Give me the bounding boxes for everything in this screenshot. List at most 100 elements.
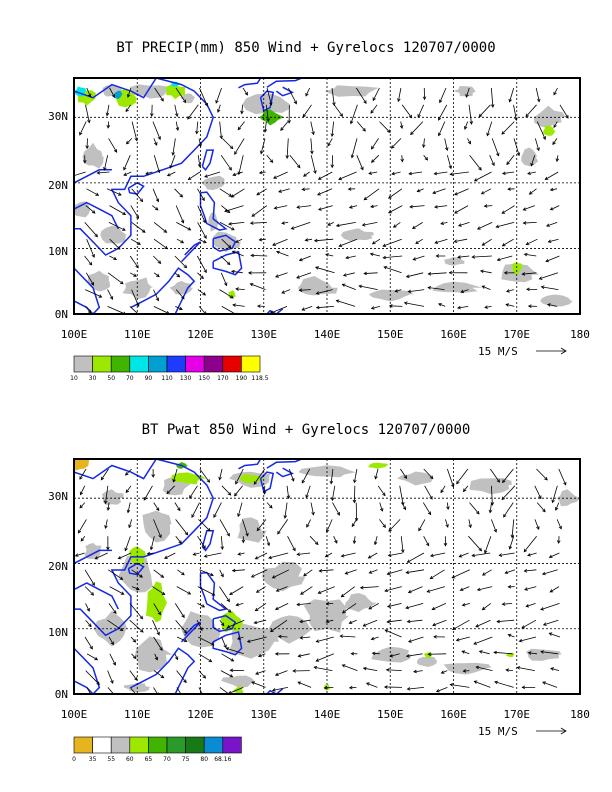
wind-vector bbox=[340, 635, 356, 638]
wind-arrowhead bbox=[125, 472, 129, 476]
wind-vector bbox=[545, 171, 559, 180]
wind-arrowhead bbox=[119, 576, 124, 580]
wind-arrowhead bbox=[156, 631, 160, 636]
lat-label: 0N bbox=[55, 688, 68, 701]
wind-vector bbox=[457, 255, 470, 258]
wind-vector bbox=[129, 619, 144, 633]
wind-vector bbox=[301, 468, 311, 484]
wind-vector bbox=[372, 652, 380, 655]
coastline bbox=[74, 169, 112, 184]
lon-label: 120E bbox=[187, 328, 214, 341]
map-frame bbox=[73, 458, 581, 695]
wind-vector bbox=[220, 670, 233, 678]
wind-vector bbox=[452, 569, 470, 579]
wind-vector bbox=[343, 272, 355, 276]
wind-arrowhead bbox=[451, 483, 455, 488]
wind-vector bbox=[280, 121, 289, 131]
coastline bbox=[238, 78, 262, 89]
colorbar-swatch bbox=[110, 355, 131, 373]
wind-vector bbox=[268, 552, 289, 559]
wind-arrowhead bbox=[218, 476, 222, 481]
wind-vector bbox=[371, 154, 380, 163]
colorbar-swatch bbox=[148, 355, 168, 373]
wind-arrowhead bbox=[104, 525, 108, 530]
coastline bbox=[127, 182, 145, 195]
wind-arrowhead bbox=[335, 223, 340, 228]
wind-vector bbox=[524, 253, 537, 257]
wind-vector bbox=[107, 272, 124, 285]
colorbar-label: 10 bbox=[70, 375, 78, 382]
wind-arrowhead bbox=[303, 572, 307, 577]
wind-vector bbox=[486, 121, 493, 136]
precip-area bbox=[512, 262, 523, 275]
wind-arrowhead bbox=[432, 190, 436, 195]
wind-arrowhead bbox=[406, 619, 411, 624]
wind-arrowhead bbox=[253, 620, 258, 625]
wind-arrowhead bbox=[299, 635, 304, 640]
wind-vector bbox=[108, 603, 117, 614]
wind-vector bbox=[286, 485, 290, 499]
wind-vector bbox=[255, 603, 267, 611]
wind-arrowhead bbox=[203, 235, 207, 239]
wind-arrowhead bbox=[215, 100, 219, 104]
wind-arrowhead bbox=[439, 99, 443, 104]
wind-arrowhead bbox=[123, 311, 126, 314]
wind-arrowhead bbox=[408, 171, 413, 176]
wind-arrowhead bbox=[432, 622, 436, 627]
wind-arrowhead bbox=[228, 166, 232, 171]
wind-vector bbox=[482, 569, 492, 576]
wind-vector bbox=[536, 502, 546, 512]
wind-arrowhead bbox=[247, 271, 252, 275]
wind-arrowhead bbox=[235, 602, 240, 607]
wind-vector bbox=[505, 569, 516, 574]
wind-arrowhead bbox=[126, 94, 131, 98]
wind-arrowhead bbox=[254, 607, 259, 612]
wind-vector bbox=[428, 272, 447, 275]
wind-vector bbox=[472, 255, 492, 258]
wind-vector bbox=[350, 104, 358, 124]
wind-arrowhead bbox=[96, 170, 101, 175]
wind-vector bbox=[153, 138, 158, 146]
wind-vector bbox=[265, 536, 270, 546]
wind-arrowhead bbox=[460, 289, 465, 294]
wind-arrowhead bbox=[370, 110, 374, 114]
precip-area bbox=[540, 294, 573, 307]
pwat-area bbox=[84, 542, 102, 559]
wind-vector bbox=[387, 603, 402, 608]
wind-vector bbox=[499, 552, 515, 556]
wind-arrowhead bbox=[536, 147, 540, 152]
wind-vector bbox=[454, 205, 469, 214]
wind-vector bbox=[318, 586, 335, 594]
wind-arrowhead bbox=[510, 534, 515, 539]
lon-label: 150E bbox=[377, 328, 404, 341]
lon-label: 150E bbox=[377, 708, 404, 721]
wind-vector bbox=[197, 272, 204, 279]
wind-arrowhead bbox=[456, 480, 460, 485]
colorbar-swatch bbox=[185, 355, 205, 373]
wind-arrowhead bbox=[542, 136, 546, 140]
scale-label: 15 M/S bbox=[478, 725, 518, 738]
wind-vector bbox=[391, 138, 402, 149]
wind-vector bbox=[349, 205, 358, 208]
wind-arrowhead bbox=[128, 524, 132, 529]
wind-arrowhead bbox=[422, 144, 426, 149]
wind-vector bbox=[550, 188, 558, 191]
wind-arrowhead bbox=[285, 155, 290, 160]
wind-vector bbox=[204, 171, 221, 178]
wind-arrowhead bbox=[542, 508, 546, 513]
wind-arrowhead bbox=[77, 529, 82, 534]
wind-vector bbox=[509, 536, 515, 549]
wind-arrowhead bbox=[180, 239, 185, 244]
wind-arrowhead bbox=[271, 575, 276, 579]
wind-vector bbox=[363, 619, 378, 627]
wind-arrowhead bbox=[298, 257, 303, 262]
wind-vector bbox=[299, 289, 311, 291]
wind-vector bbox=[251, 254, 268, 257]
wind-arrowhead bbox=[124, 547, 128, 552]
wind-arrowhead bbox=[183, 264, 188, 269]
wind-vector bbox=[85, 205, 96, 214]
wind-arrowhead bbox=[220, 573, 224, 578]
wind-arrowhead bbox=[399, 125, 404, 130]
wind-vector bbox=[556, 519, 562, 530]
wind-vector bbox=[174, 104, 178, 117]
